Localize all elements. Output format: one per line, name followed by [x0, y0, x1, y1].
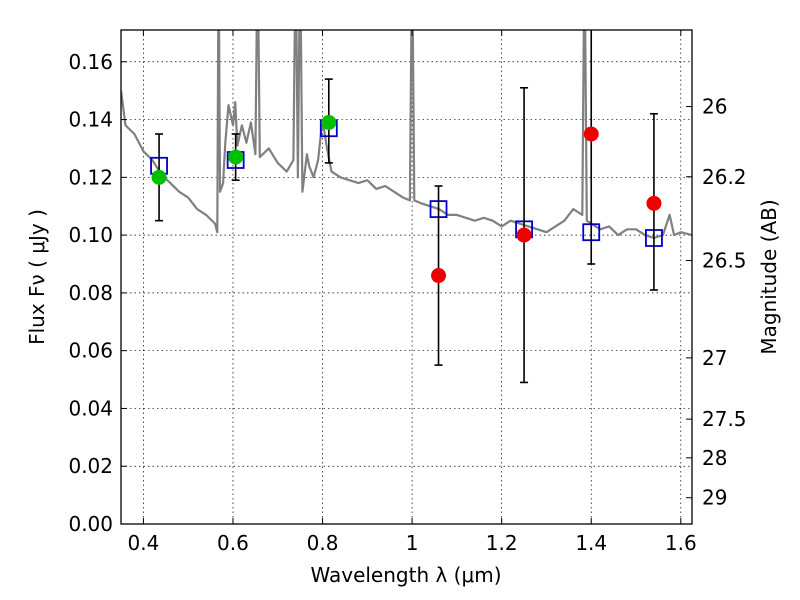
model-spectrum-line	[121, 30, 692, 240]
x-tick-label: 1	[406, 531, 419, 555]
observed-point-red	[516, 227, 532, 243]
y-tick-label: 0.06	[68, 339, 113, 363]
y-tick-label: 0.08	[68, 281, 113, 305]
y-tick-label: 0.16	[68, 50, 113, 74]
x-tick-label: 1.2	[486, 531, 518, 555]
right-axis-label: Magnitude (AB)	[757, 199, 781, 354]
tick-marks	[121, 30, 692, 525]
y-tick-label: 0.12	[68, 165, 113, 189]
x-tick-label: 0.8	[307, 531, 339, 555]
x-tick-label: 0.4	[127, 531, 159, 555]
y-axis-label: Flux Fν ( μJy )	[25, 209, 49, 345]
plot-frame	[120, 29, 693, 525]
y-tick-labels: 0.00 0.02 0.04 0.06 0.08 0.10 0.12 0.14 0.16	[68, 50, 113, 536]
y-tick-label: 0.00	[68, 512, 113, 536]
right-axis-tick-label: 27.5	[702, 407, 747, 431]
plot-area	[121, 30, 692, 524]
x-tick-label: 1.4	[575, 531, 607, 555]
right-axis-tick-label: 26.5	[702, 249, 747, 273]
plot-marks	[121, 30, 692, 384]
right-axis-tick-label: 26	[702, 95, 727, 119]
observed-point-red	[431, 268, 447, 284]
right-axis-tick-label: 29	[702, 486, 727, 510]
y-tick-label: 0.14	[68, 108, 113, 132]
observed-point-green	[151, 169, 167, 185]
observed-point-green	[228, 149, 244, 165]
right-axis-tick-label: 28	[702, 446, 727, 470]
y-tick-label: 0.10	[68, 223, 113, 247]
y-tick-label: 0.02	[68, 454, 113, 478]
x-tick-label: 0.6	[217, 531, 249, 555]
observed-point-red	[583, 126, 599, 142]
y-tick-label: 0.04	[68, 396, 113, 420]
x-tick-labels: 0.4 0.6 0.8 1 1.2 1.4 1.6	[127, 531, 696, 555]
right-axis-tick-labels: 26 26.2 26.5 27 27.5 28 29	[702, 95, 747, 510]
x-axis-label: Wavelength λ (μm)	[310, 563, 501, 587]
right-axis-tick-label: 26.2	[702, 165, 747, 189]
observed-point-red	[646, 195, 662, 211]
right-axis-tick-label: 27	[702, 346, 727, 370]
observed-point-green	[321, 114, 337, 130]
x-tick-label: 1.6	[665, 531, 697, 555]
